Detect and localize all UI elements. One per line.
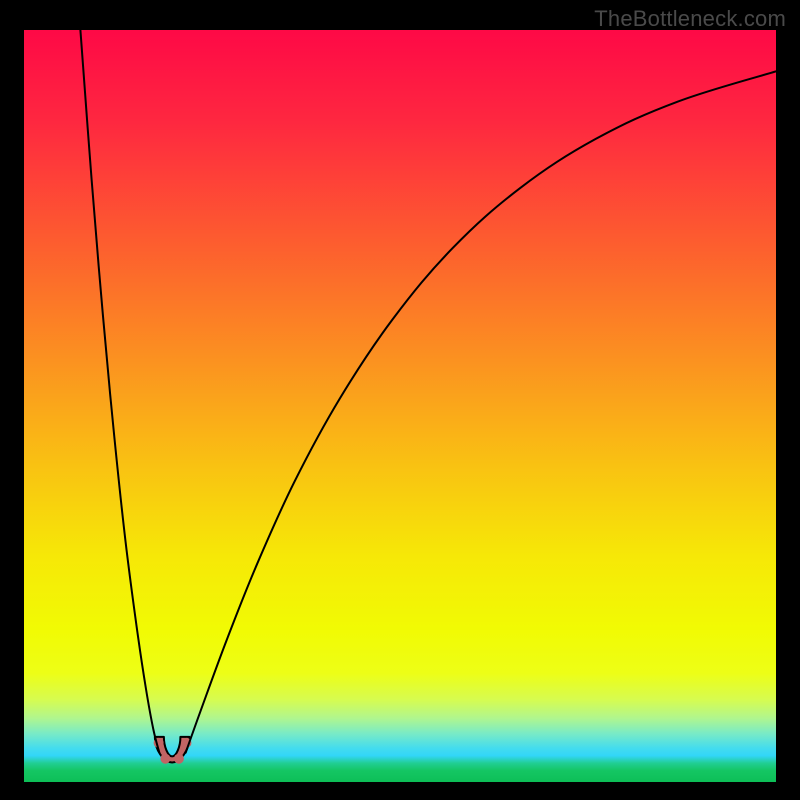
attribution-text: TheBottleneck.com — [594, 6, 786, 32]
chart-container: TheBottleneck.com — [0, 0, 800, 800]
curve-marker — [174, 754, 184, 764]
gradient-background — [24, 30, 776, 782]
plot-area — [24, 30, 776, 782]
curve-marker — [160, 754, 170, 764]
chart-svg — [24, 30, 776, 782]
